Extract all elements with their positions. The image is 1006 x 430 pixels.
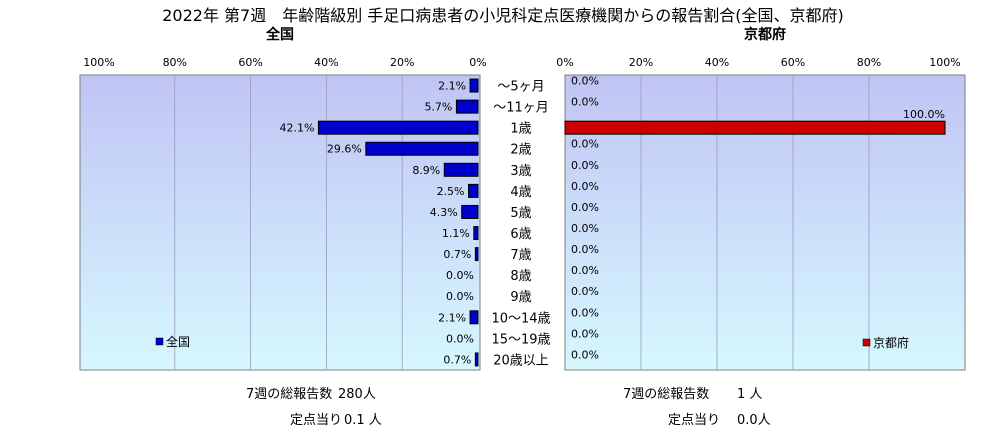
national-bar (474, 352, 479, 367)
national-data-label: 29.6% (327, 143, 362, 156)
kyoto-data-label: 0.0% (571, 138, 599, 151)
kyoto-x-tick: 60% (781, 56, 805, 69)
national-data-label: 5.7% (424, 101, 452, 114)
category-label: 15～19歳 (491, 332, 550, 347)
category-label: 7歳 (510, 248, 531, 263)
category-label: 20歳以上 (493, 353, 549, 368)
national-data-label: 2.5% (437, 185, 465, 198)
kyoto-data-label: 0.0% (571, 306, 599, 319)
kyoto-data-label: 0.0% (571, 264, 599, 277)
national-x-tick: 0% (469, 56, 486, 69)
chart-title: 2022年 第7週 年齢階級別 手足口病患者の小児科定点医療機関からの報告割合(… (162, 6, 844, 25)
national-bar (455, 99, 479, 114)
kyoto-data-label: 0.0% (571, 243, 599, 256)
national-x-tick: 20% (390, 56, 414, 69)
kyoto-legend-label: 京都府 (873, 335, 909, 350)
category-label: 3歳 (510, 164, 531, 179)
national-data-label: 0.0% (446, 269, 474, 282)
national-bar (473, 226, 479, 241)
category-label: ～11ヶ月 (493, 101, 549, 116)
national-data-label: 1.1% (442, 227, 470, 240)
category-label: ～5ヶ月 (497, 80, 544, 95)
national-x-tick: 100% (83, 56, 114, 69)
kyoto-bar (564, 120, 946, 135)
kyoto-x-tick: 40% (705, 56, 729, 69)
category-label: 8歳 (510, 269, 531, 284)
national-bar (317, 120, 479, 135)
national-data-label: 4.3% (430, 206, 458, 219)
national-bar (443, 162, 479, 177)
category-label: 6歳 (510, 227, 531, 242)
kyoto-per-site-value: 0.0人 (737, 413, 771, 428)
kyoto-x-tick: 100% (929, 56, 960, 69)
national-bar (469, 78, 479, 93)
kyoto-data-label: 0.0% (571, 75, 599, 88)
kyoto-panel-title: 京都府 (744, 27, 786, 43)
kyoto-data-label: 0.0% (571, 159, 599, 172)
national-bar (469, 310, 479, 325)
kyoto-data-label: 0.0% (571, 180, 599, 193)
category-label: 2歳 (510, 143, 531, 158)
national-bar (474, 247, 479, 262)
kyoto-per-site-label: 定点当り (668, 413, 721, 428)
national-per-site-label: 定点当り (290, 413, 343, 428)
national-data-label: 0.7% (443, 353, 471, 366)
national-data-label: 0.7% (443, 248, 471, 261)
category-label: 1歳 (510, 122, 531, 137)
national-plot-area (79, 74, 481, 371)
category-label: 4歳 (510, 185, 531, 200)
national-data-label: 0.0% (446, 332, 474, 345)
national-legend-swatch (155, 337, 164, 346)
kyoto-data-label: 0.0% (571, 327, 599, 340)
category-label: 10～14歳 (491, 311, 550, 326)
kyoto-x-tick: 20% (629, 56, 653, 69)
kyoto-total-value: 1 人 (737, 387, 763, 402)
kyoto-data-label: 100.0% (903, 108, 945, 121)
category-label: 5歳 (510, 206, 531, 221)
national-legend-label: 全国 (166, 334, 190, 349)
kyoto-legend-swatch (862, 338, 871, 347)
kyoto-data-label: 0.0% (571, 96, 599, 109)
national-x-tick: 60% (238, 56, 262, 69)
national-panel-title: 全国 (266, 27, 294, 43)
national-data-label: 42.1% (279, 122, 314, 135)
national-data-label: 2.1% (438, 311, 466, 324)
category-label: 9歳 (510, 290, 531, 305)
national-x-tick: 40% (314, 56, 338, 69)
national-bar (461, 204, 479, 219)
national-data-label: 0.0% (446, 290, 474, 303)
kyoto-x-tick: 80% (857, 56, 881, 69)
national-total-label: 7週の総報告数 (246, 387, 333, 402)
national-x-tick: 80% (163, 56, 187, 69)
kyoto-data-label: 0.0% (571, 201, 599, 214)
national-per-site-value: 0.1 人 (344, 413, 382, 428)
kyoto-total-label: 7週の総報告数 (623, 387, 710, 402)
kyoto-data-label: 0.0% (571, 285, 599, 298)
national-data-label: 2.1% (438, 80, 466, 93)
national-bar (468, 183, 479, 198)
kyoto-x-tick: 0% (556, 56, 573, 69)
national-data-label: 8.9% (412, 164, 440, 177)
kyoto-data-label: 0.0% (571, 348, 599, 361)
national-bar (365, 141, 479, 156)
kyoto-data-label: 0.0% (571, 222, 599, 235)
national-total-value: 280人 (338, 387, 376, 402)
